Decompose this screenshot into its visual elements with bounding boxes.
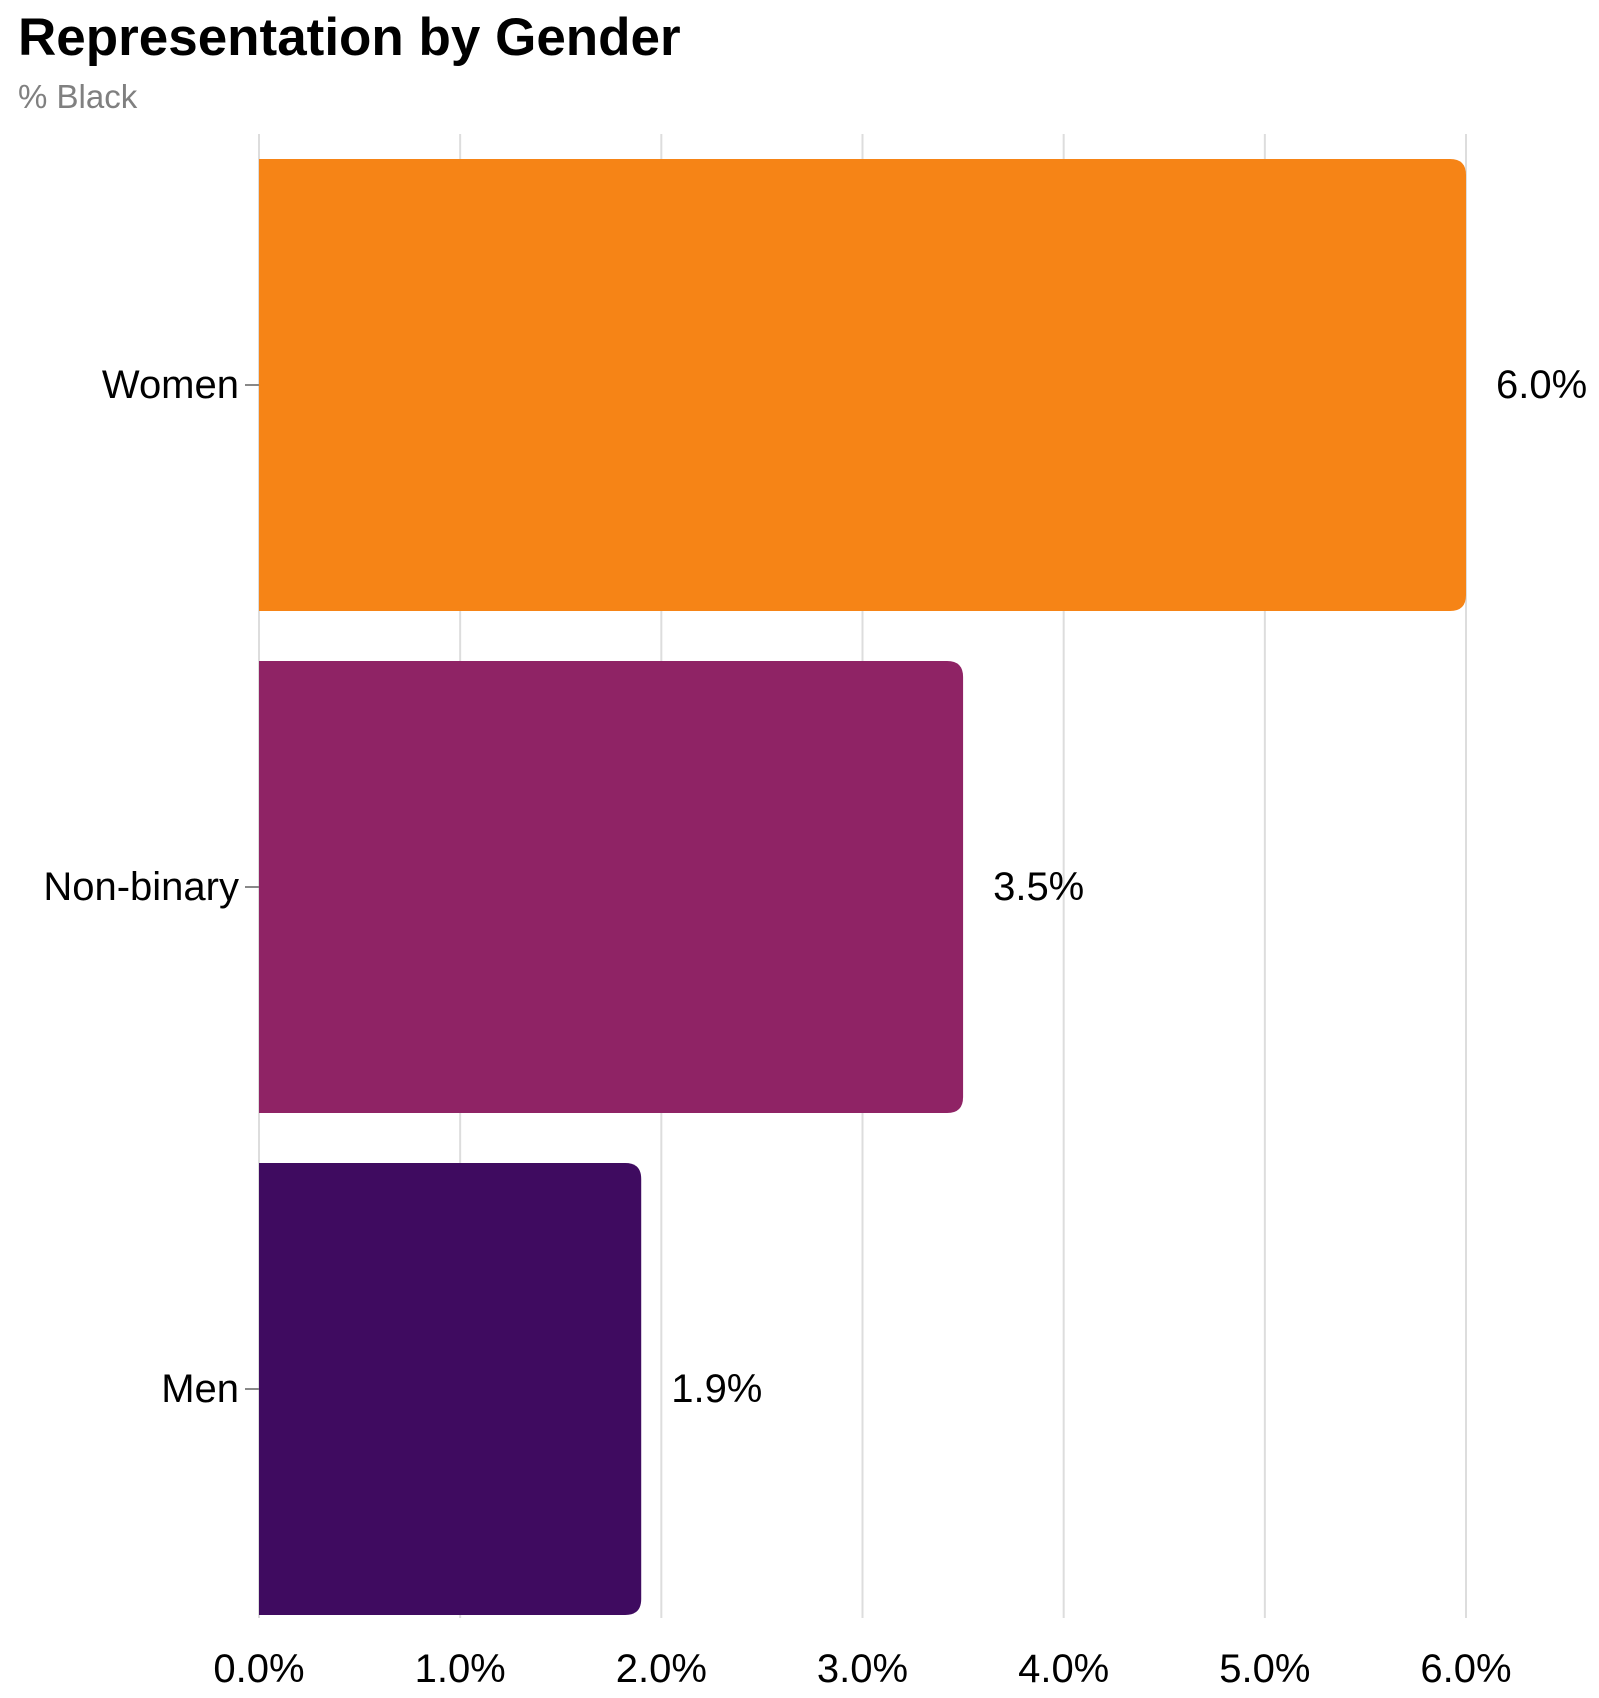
x-tick-label: 2.0% xyxy=(616,1647,707,1691)
data-label: 6.0% xyxy=(1496,363,1587,407)
x-tick-label: 0.0% xyxy=(213,1647,304,1691)
bar xyxy=(259,1163,642,1615)
chart-title: Representation by Gender xyxy=(18,8,681,67)
x-axis: 0.0% 1.0% 2.0% 3.0% 4.0% 5.0% 6.0% xyxy=(213,1647,1511,1691)
x-tick-label: 5.0% xyxy=(1219,1647,1310,1691)
y-axis: Women Non-binary Men xyxy=(43,363,259,1411)
bars xyxy=(259,159,1466,1615)
data-label: 1.9% xyxy=(671,1367,762,1411)
data-label: 3.5% xyxy=(993,865,1084,909)
x-tick-label: 3.0% xyxy=(817,1647,908,1691)
x-tick-label: 6.0% xyxy=(1420,1647,1511,1691)
chart-subtitle: % Black xyxy=(18,78,138,115)
category-label: Non-binary xyxy=(43,865,239,909)
value-labels: 6.0% 3.5% 1.9% xyxy=(671,363,1587,1411)
bar xyxy=(259,661,964,1113)
bar xyxy=(259,159,1466,611)
x-tick-label: 4.0% xyxy=(1018,1647,1109,1691)
category-label: Women xyxy=(102,363,239,407)
category-label: Men xyxy=(161,1367,239,1411)
x-tick-label: 1.0% xyxy=(415,1647,506,1691)
